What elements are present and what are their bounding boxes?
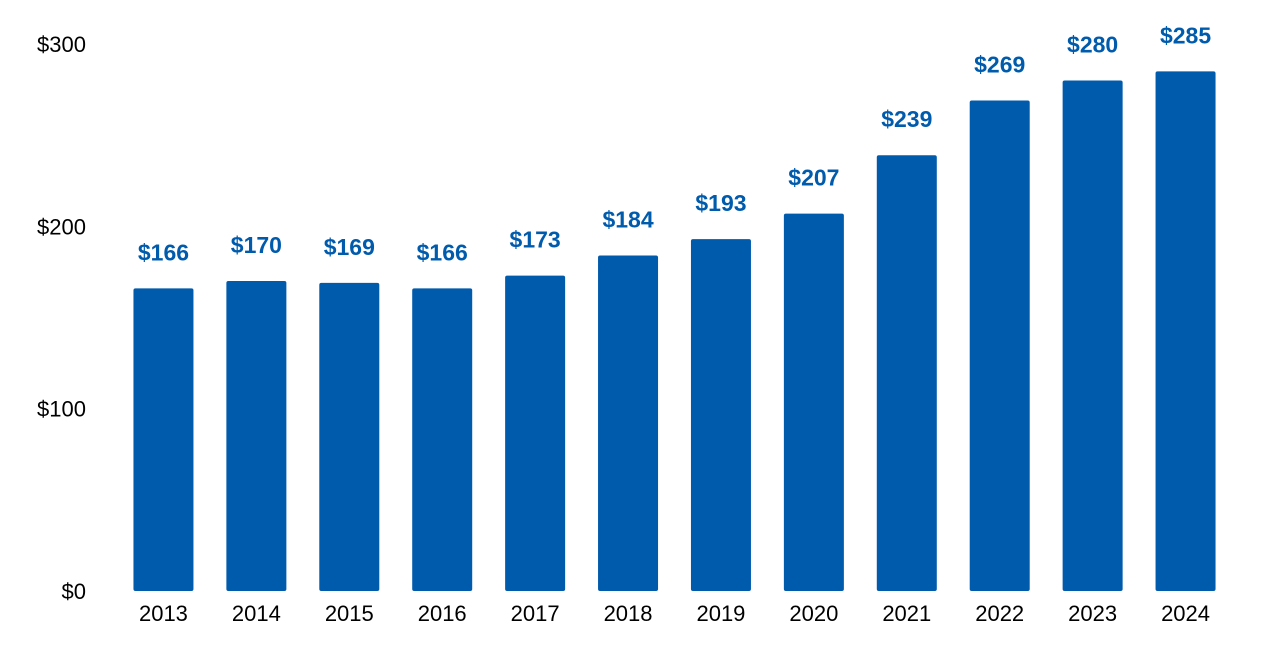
y-axis: $0 $100 $200 $300	[37, 32, 86, 604]
bar-2021	[876, 155, 937, 591]
x-tick-label: 2024	[1161, 601, 1210, 626]
bar-2024	[1155, 71, 1216, 592]
bar-2015	[319, 282, 380, 591]
data-label: $207	[788, 165, 839, 191]
x-tick-label: 2021	[882, 601, 931, 626]
bar-2022	[969, 100, 1030, 592]
x-tick-label: 2023	[1068, 601, 1117, 626]
bar-2016	[412, 288, 473, 591]
y-tick-label: $200	[37, 214, 86, 239]
data-label: $166	[417, 239, 468, 265]
data-label: $239	[881, 106, 932, 132]
x-tick-label: 2018	[604, 601, 653, 626]
bar-2023	[1062, 80, 1123, 591]
x-tick-label: 2020	[789, 601, 838, 626]
x-axis: 2013 2014 2015 2016 2017 2018 2019 2020 2021 2022…	[139, 601, 1210, 626]
bar-2019	[690, 239, 751, 591]
y-tick-label: $300	[37, 32, 86, 57]
data-label: $166	[138, 239, 189, 265]
data-label: $184	[602, 207, 653, 233]
bar-2014	[226, 281, 287, 591]
data-label: $269	[974, 52, 1025, 78]
data-label: $173	[510, 227, 561, 253]
y-tick-label: $100	[37, 397, 86, 422]
x-tick-label: 2013	[139, 601, 188, 626]
x-tick-label: 2016	[418, 601, 467, 626]
data-label: $193	[695, 190, 746, 216]
x-tick-label: 2019	[696, 601, 745, 626]
y-tick-label: $0	[62, 579, 86, 604]
x-tick-label: 2014	[232, 601, 281, 626]
bar-2018	[598, 255, 659, 592]
data-label: $280	[1067, 31, 1118, 57]
data-labels: $166 $170 $169 $166 $173 $184 $193 $207 $239 $269…	[138, 22, 1211, 265]
bars	[133, 71, 1216, 592]
x-tick-label: 2022	[975, 601, 1024, 626]
bar-2017	[505, 275, 566, 591]
x-tick-label: 2017	[511, 601, 560, 626]
data-label: $170	[231, 232, 282, 258]
data-label: $285	[1160, 22, 1211, 48]
bar-2020	[783, 213, 844, 591]
bar-2013	[133, 288, 194, 591]
x-tick-label: 2015	[325, 601, 374, 626]
data-label: $169	[324, 234, 375, 260]
